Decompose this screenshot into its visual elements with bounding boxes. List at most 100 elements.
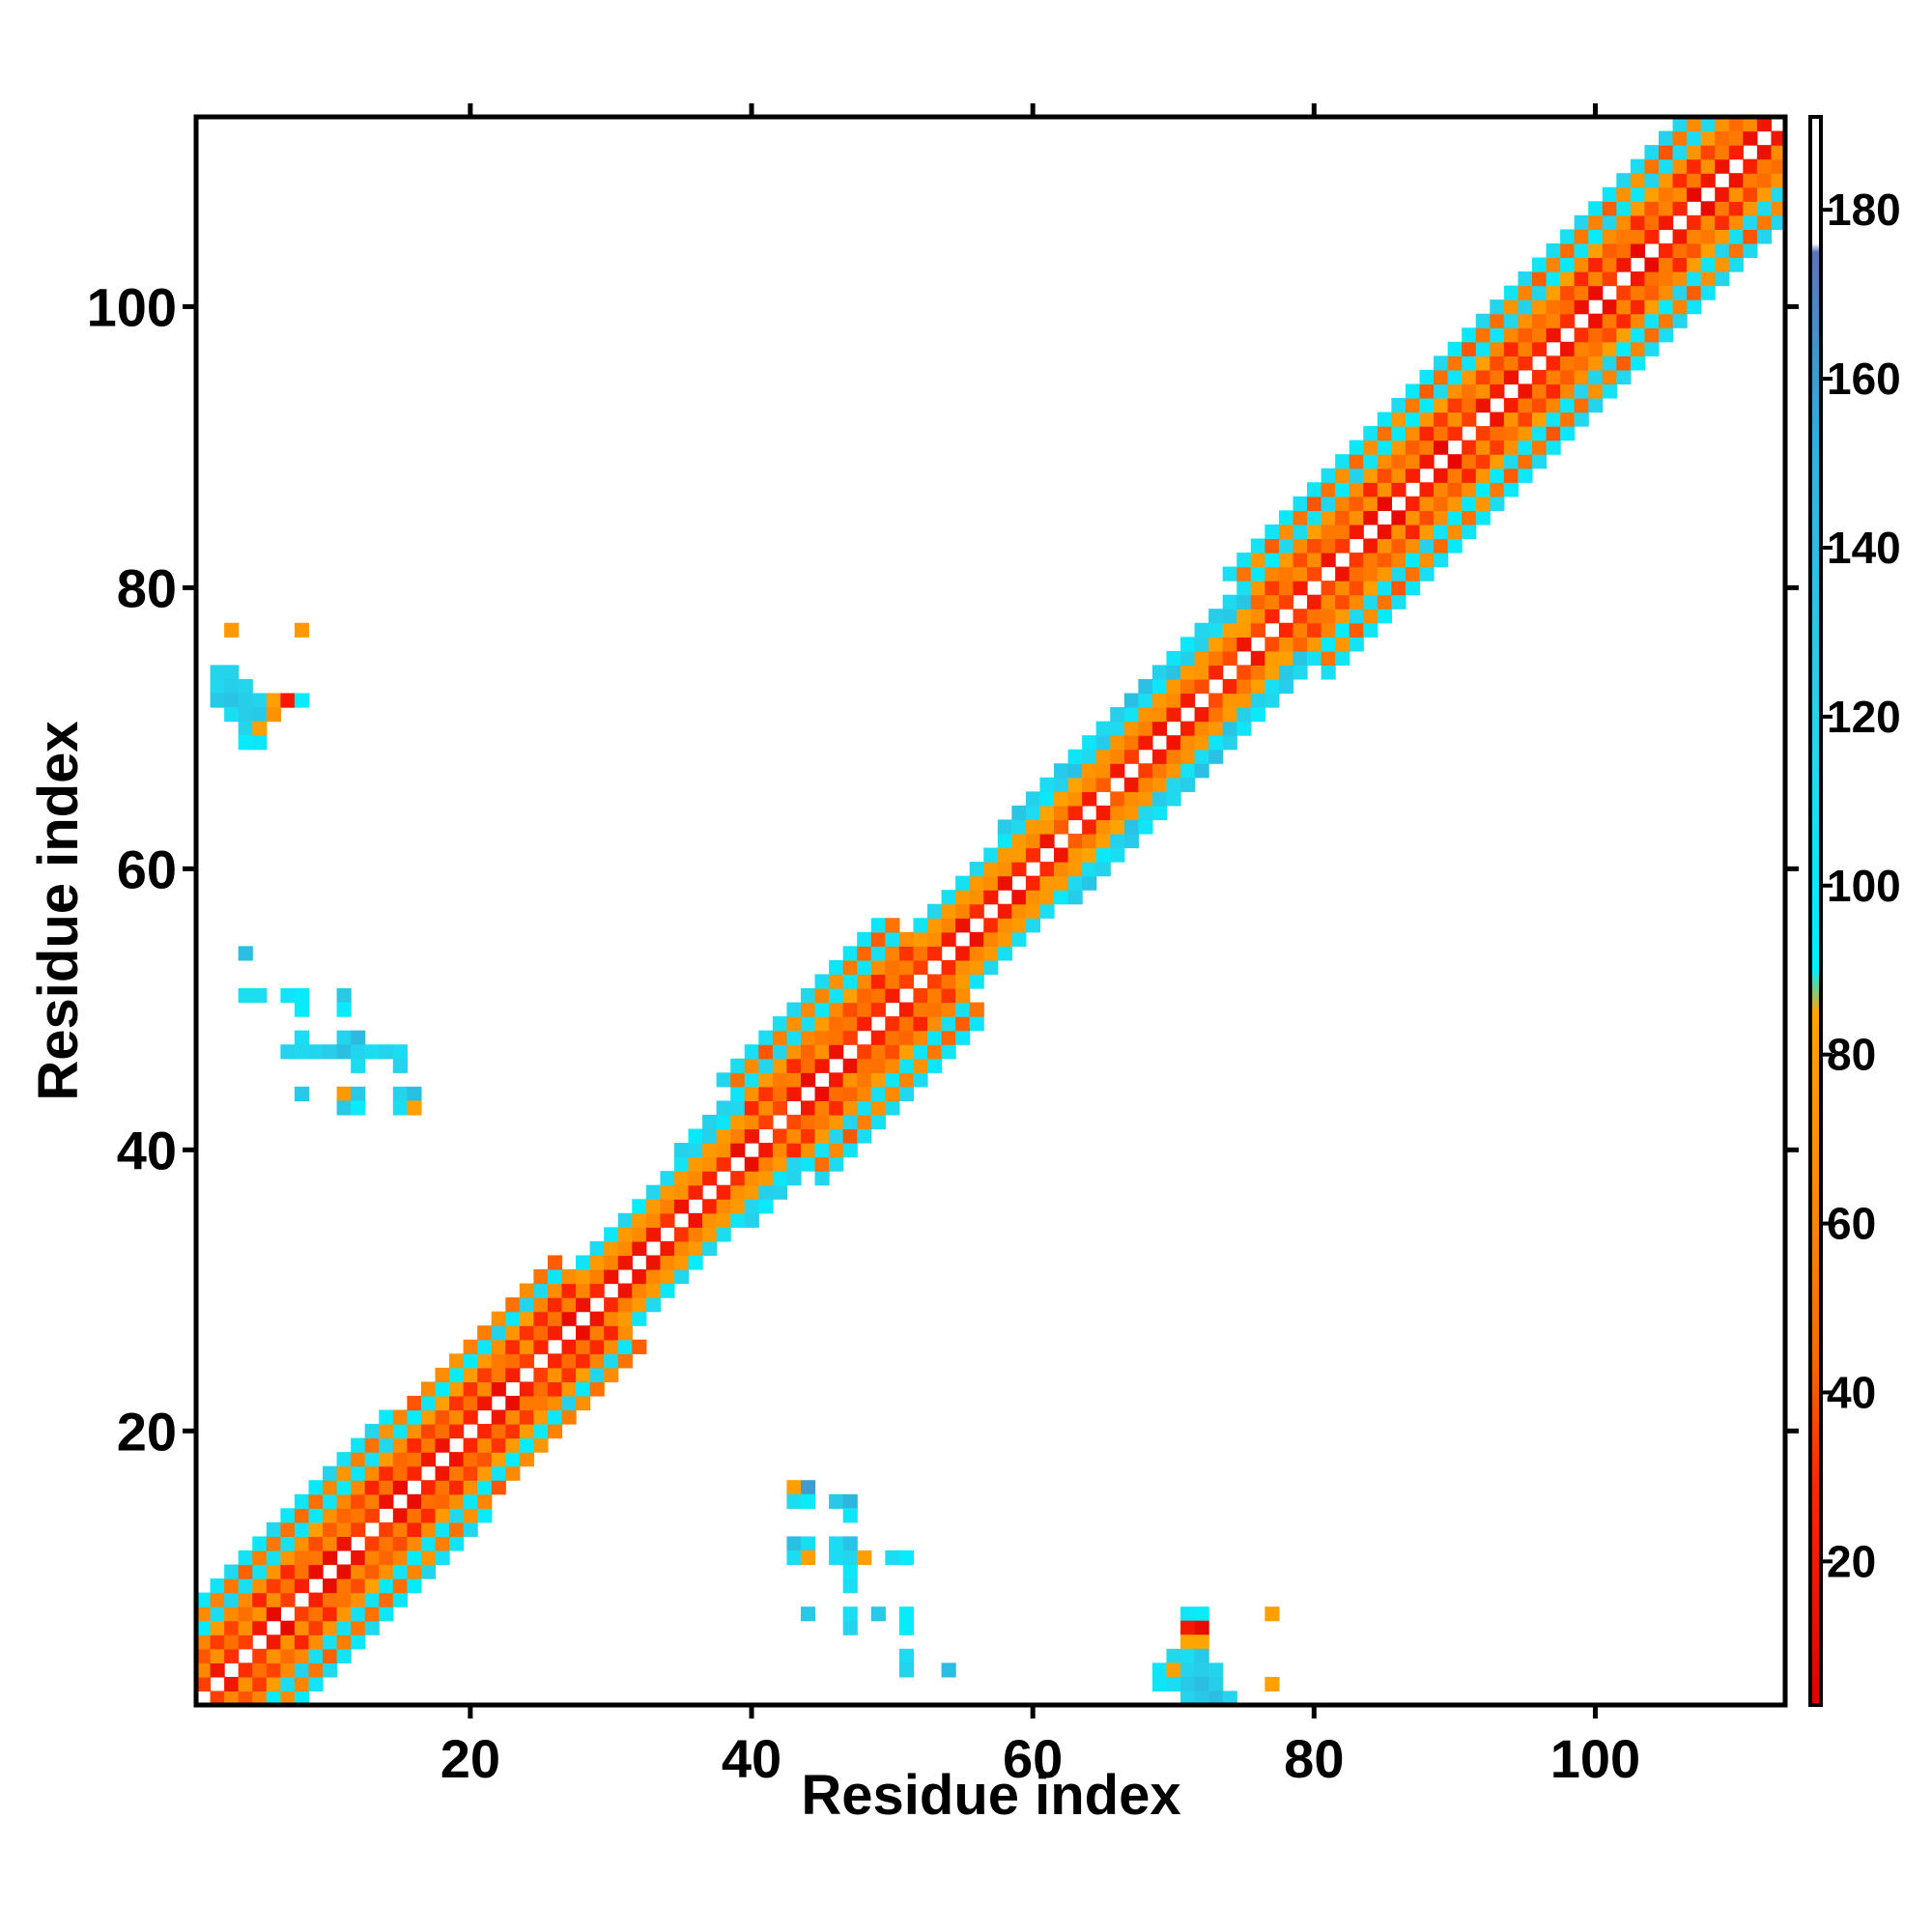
diagonal-cell: [280, 1536, 295, 1550]
diagonal-cell: [1588, 229, 1603, 243]
y-axis-label: Residue index: [27, 721, 90, 1100]
diagonal-cell: [505, 1452, 520, 1466]
diagonal-cell: [267, 1649, 281, 1663]
diagonal-cell: [1560, 370, 1575, 384]
diagonal-cell: [1180, 637, 1195, 651]
diagonal-cell: [1363, 538, 1378, 553]
contact-cell: [1264, 1606, 1279, 1621]
diagonal-cell: [1110, 750, 1124, 764]
diagonal-cell: [871, 1100, 886, 1115]
contact-cell: [337, 1044, 352, 1059]
diagonal-cell: [379, 1494, 393, 1509]
diagonal-cell: [1180, 651, 1195, 666]
diagonal-cell: [351, 1480, 365, 1494]
contact-cell: [224, 623, 239, 638]
diagonal-cell: [1223, 679, 1237, 694]
diagonal-cell: [407, 1550, 421, 1565]
diagonal-cell: [1054, 876, 1068, 891]
diagonal-cell: [323, 1522, 337, 1537]
diagonal-cell: [576, 1353, 590, 1368]
diagonal-cell: [927, 1044, 942, 1059]
diagonal-cell: [252, 1606, 267, 1621]
diagonal-cell: [421, 1424, 436, 1438]
diagonal-cell: [1124, 722, 1139, 736]
diagonal-cell: [1532, 384, 1547, 398]
diagonal-cell: [1406, 398, 1420, 412]
diagonal-cell: [970, 932, 984, 947]
contact-cell: [252, 707, 267, 722]
contact-cell: [393, 1059, 408, 1073]
diagonal-cell: [773, 1072, 787, 1087]
contact-cell: [801, 1550, 815, 1565]
diagonal-cell: [1743, 229, 1757, 243]
x-tick-label: 80: [1284, 1728, 1344, 1789]
diagonal-cell: [1518, 342, 1532, 356]
diagonal-cell: [1701, 257, 1716, 271]
diagonal-cell: [280, 1649, 295, 1663]
diagonal-cell: [1462, 440, 1476, 455]
diagonal-cell: [1350, 567, 1364, 582]
diagonal-cell: [1490, 355, 1504, 370]
diagonal-cell: [295, 1578, 309, 1593]
diagonal-cell: [1195, 665, 1209, 679]
diagonal-cell: [1434, 355, 1448, 370]
diagonal-cell: [576, 1269, 590, 1284]
diagonal-cell: [1603, 243, 1617, 258]
diagonal-cell: [1293, 510, 1307, 525]
diagonal-cell: [1462, 469, 1476, 483]
diagonal-cell: [1462, 482, 1476, 497]
diagonal-cell: [1321, 651, 1336, 666]
diagonal-cell: [857, 1087, 871, 1101]
diagonal-cell: [1518, 314, 1532, 328]
contact-cell: [843, 1565, 858, 1579]
diagonal-cell: [1547, 440, 1561, 455]
colorbar: 20406080100120140160180: [1810, 117, 1901, 1705]
diagonal-cell: [801, 1129, 815, 1144]
diagonal-cell: [1082, 750, 1096, 764]
diagonal-cell: [1335, 595, 1350, 610]
diagonal-cell: [689, 1171, 703, 1185]
diagonal-cell: [829, 1100, 843, 1115]
diagonal-cell: [323, 1536, 337, 1550]
diagonal-cell: [1321, 595, 1336, 610]
diagonal-cell: [702, 1199, 717, 1213]
diagonal-cell: [1406, 469, 1420, 483]
diagonal-cell: [224, 1677, 239, 1691]
contact-cell: [280, 1044, 295, 1059]
diagonal-cell: [351, 1593, 365, 1607]
diagonal-cell: [1448, 426, 1463, 440]
diagonal-cell: [590, 1312, 605, 1326]
diagonal-cell: [1054, 778, 1068, 792]
diagonal-cell: [267, 1522, 281, 1537]
diagonal-cell: [1659, 187, 1673, 202]
diagonal-cell: [745, 1087, 759, 1101]
diagonal-cell: [702, 1213, 717, 1228]
diagonal-cell: [1420, 398, 1435, 412]
diagonal-cell: [829, 1044, 843, 1059]
diagonal-cell: [1110, 791, 1124, 806]
diagonal-cell: [421, 1494, 436, 1509]
diagonal-cell: [1251, 567, 1265, 582]
diagonal-cell: [477, 1508, 492, 1522]
contact-cell: [252, 735, 267, 750]
diagonal-cell: [871, 1059, 886, 1073]
diagonal-cell: [1575, 215, 1589, 230]
diagonal-cell: [435, 1396, 449, 1410]
diagonal-cell: [786, 1016, 801, 1031]
diagonal-cell: [1011, 904, 1026, 919]
diagonal-cell: [590, 1325, 605, 1340]
contact-cell: [295, 988, 309, 1003]
diagonal-cell: [576, 1297, 590, 1312]
diagonal-cell: [533, 1284, 548, 1298]
diagonal-cell: [505, 1297, 520, 1312]
diagonal-cell: [239, 1634, 253, 1649]
contact-cell: [801, 1536, 815, 1550]
diagonal-cell: [1631, 342, 1645, 356]
diagonal-cell: [1026, 904, 1040, 919]
diagonal-cell: [1293, 538, 1307, 553]
diagonal-cell: [1363, 609, 1378, 623]
diagonal-cell: [1378, 454, 1392, 469]
diagonal-cell: [1575, 286, 1589, 300]
diagonal-cell: [927, 918, 942, 932]
diagonal-cell: [646, 1269, 661, 1284]
